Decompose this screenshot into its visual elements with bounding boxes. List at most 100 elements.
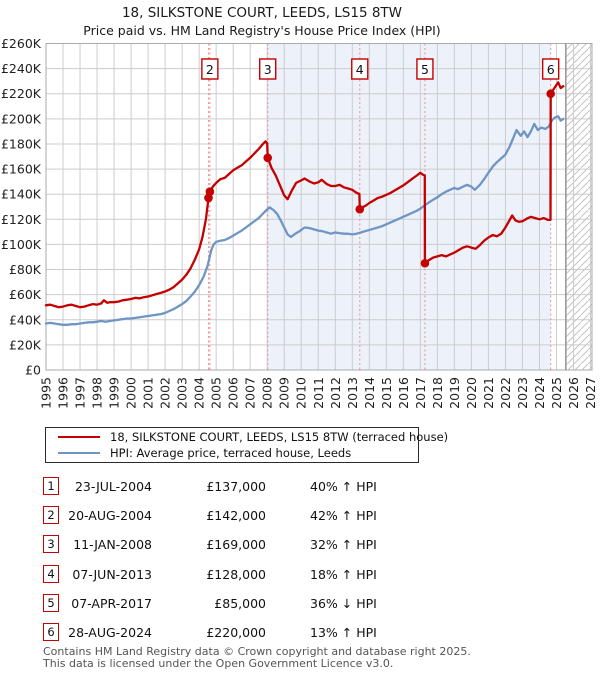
sale-price: £85,000 — [214, 595, 266, 611]
x-tick-label: 2011 — [311, 377, 326, 409]
sale-number-label-6: 6 — [547, 62, 555, 77]
x-tick-label: 2014 — [362, 377, 377, 409]
x-tick-label: 2012 — [328, 377, 343, 409]
sale-number-label-2: 2 — [206, 62, 214, 77]
legend-label-property: 18, SILKSTONE COURT, LEEDS, LS15 8TW (te… — [110, 430, 449, 444]
legend-row-hpi: HPI: Average price, terraced house, Leed… — [46, 445, 418, 461]
sale-number-box-2 — [201, 58, 219, 80]
x-tick-label: 2021 — [481, 377, 496, 409]
footer-line-1: Contains HM Land Registry data © Crown c… — [43, 645, 471, 658]
sale-hpi-delta: 42% ↑ HPI — [310, 508, 377, 524]
x-tick-label: 2015 — [379, 377, 394, 409]
x-tick-label: 2009 — [277, 377, 292, 409]
sale-price: £169,000 — [206, 537, 266, 553]
x-tick-label: 2026 — [566, 377, 581, 409]
blue-line-swatch — [58, 452, 100, 454]
sale-number-badge: 2 — [43, 506, 59, 525]
sale-dot-6 — [546, 89, 555, 99]
sale-number-box-4 — [351, 58, 369, 80]
sale-number-badge: 5 — [43, 593, 59, 612]
sale-dot-4 — [355, 204, 365, 214]
x-tick-label: 2027 — [583, 377, 598, 409]
x-tick-label: 2025 — [549, 377, 564, 409]
y-tick-label: £220K — [1, 86, 42, 101]
x-tick-label: 1995 — [39, 377, 54, 409]
x-tick-label: 2004 — [192, 377, 207, 409]
x-tick-label: 2000 — [124, 377, 139, 409]
sale-number-label-5: 5 — [421, 62, 429, 77]
y-tick-label: £200K — [1, 111, 42, 126]
x-tick-label: 2017 — [413, 377, 428, 409]
y-tick-label: £100K — [1, 237, 42, 252]
sale-number-badge: 1 — [43, 477, 59, 495]
x-tick-label: 2016 — [396, 377, 411, 409]
table-row: 6 28-AUG-2024 £220,000 13% ↑ HPI — [0, 623, 600, 643]
y-tick-label: £160K — [1, 162, 42, 177]
x-tick-label: 2010 — [294, 377, 309, 409]
chart-legend: 18, SILKSTONE COURT, LEEDS, LS15 8TW (te… — [45, 427, 448, 463]
ownership-period-band — [267, 43, 551, 370]
table-row: 5 07-APR-2017 £85,000 36% ↓ HPI — [0, 593, 600, 614]
y-tick-label: £140K — [1, 187, 42, 202]
price-history-chart: 2 3 4 5 6 £0 £20K £40K £60K £80K £100K £120K £140K £1… — [1, 36, 598, 409]
x-tick-label: 2019 — [447, 377, 462, 409]
legend-label-hpi: HPI: Average price, terraced house, Leed… — [110, 446, 352, 460]
x-tick-label: 2018 — [430, 377, 445, 409]
table-row: 2 20-AUG-2004 £142,000 42% ↑ HPI — [0, 506, 600, 526]
sale-hpi-delta: 18% ↑ HPI — [310, 566, 377, 582]
legend-row-property: 18, SILKSTONE COURT, LEEDS, LS15 8TW (te… — [46, 429, 448, 445]
y-tick-label: £80K — [9, 262, 42, 277]
y-tick-label: £260K — [1, 36, 42, 51]
sale-date: 28-AUG-2024 — [68, 625, 152, 640]
plot-border — [45, 43, 593, 371]
y-tick-label: £180K — [1, 136, 42, 151]
sale-date: 20-AUG-2004 — [68, 508, 152, 524]
table-row: 4 07-JUN-2013 £128,000 18% ↑ HPI — [0, 564, 600, 585]
x-tick-label: 2006 — [226, 377, 241, 409]
y-tick-label: £0 — [25, 363, 41, 378]
sale-hpi-delta: 40% ↑ HPI — [310, 479, 377, 494]
sale-number-label-3: 3 — [264, 62, 272, 77]
x-tick-label: 1997 — [73, 377, 88, 409]
x-tick-label: 2024 — [532, 377, 547, 409]
sale-dot-5 — [420, 258, 430, 268]
copyright-footer: Contains HM Land Registry data © Crown c… — [43, 646, 563, 669]
future-hatch-region — [565, 43, 592, 370]
sale-number-badge: 4 — [43, 564, 59, 583]
x-tick-label: 1998 — [90, 377, 105, 409]
sale-number-box-6 — [541, 58, 560, 80]
sale-date: 11-JAN-2008 — [73, 537, 152, 553]
sale-price: £128,000 — [206, 566, 266, 582]
x-tick-label: 2013 — [345, 377, 360, 409]
sale-number-box-5 — [416, 58, 434, 80]
x-tick-label: 2005 — [209, 377, 224, 409]
x-tick-label: 2020 — [464, 377, 479, 409]
y-tick-label: £40K — [9, 312, 42, 327]
x-tick-label: 1999 — [107, 377, 122, 409]
sale-hpi-delta: 13% ↑ HPI — [310, 625, 377, 640]
sale-date: 07-APR-2017 — [71, 595, 152, 611]
price-paid-indexed-line — [44, 81, 565, 309]
sale-number-badge: 3 — [43, 535, 59, 554]
sale-date: 07-JUN-2013 — [72, 566, 152, 582]
sale-dot-2 — [205, 187, 215, 196]
sale-number-label-4: 4 — [356, 62, 364, 77]
x-tick-label: 2007 — [243, 377, 258, 409]
x-tick-label: 1996 — [56, 377, 71, 409]
page-title: 18, SILKSTONE COURT, LEEDS, LS15 8TW — [121, 5, 403, 21]
x-tick-label: 2008 — [260, 377, 275, 409]
x-tick-label: 2001 — [141, 377, 156, 409]
sale-hpi-delta: 32% ↑ HPI — [310, 537, 377, 553]
sale-price: £142,000 — [206, 508, 266, 524]
table-row: 1 23-JUL-2004 £137,000 40% ↑ HPI — [0, 477, 600, 497]
sale-number-badge: 6 — [43, 623, 59, 641]
sale-hpi-delta: 36% ↓ HPI — [310, 595, 377, 611]
y-tick-label: £240K — [1, 61, 42, 76]
sale-date: 23-JUL-2004 — [74, 479, 152, 494]
page-subtitle: Price paid vs. HM Land Registry's House … — [83, 23, 441, 38]
sale-price: £137,000 — [206, 479, 266, 494]
x-tick-label: 2003 — [175, 377, 190, 409]
y-tick-label: £120K — [1, 212, 42, 227]
red-line-swatch — [58, 436, 100, 438]
